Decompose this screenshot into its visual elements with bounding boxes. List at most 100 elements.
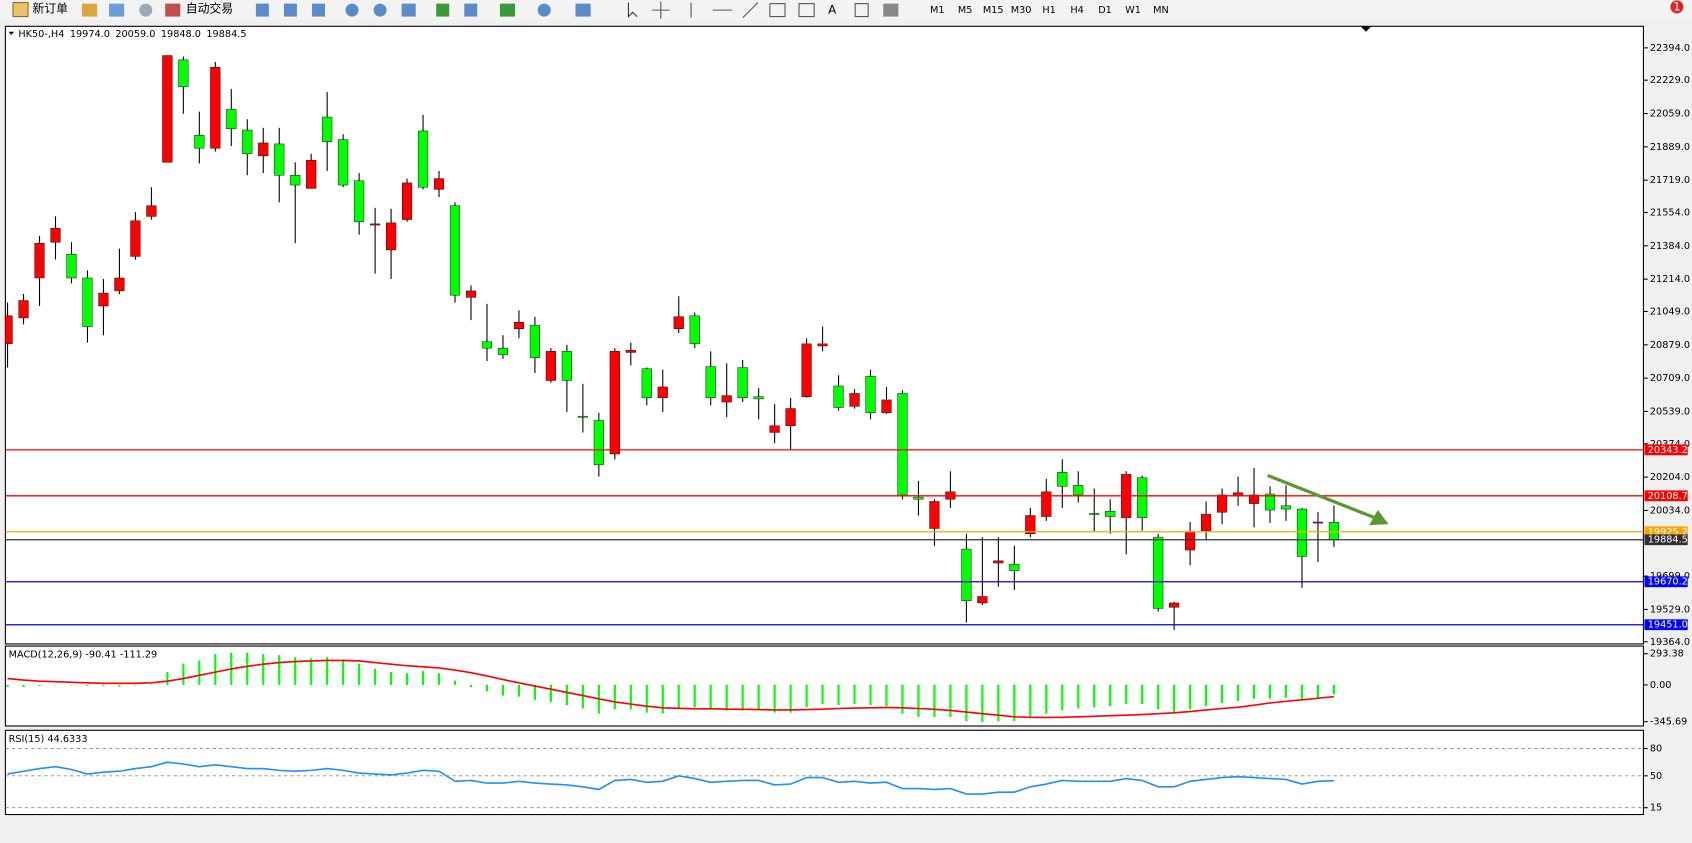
candle-body <box>929 501 940 529</box>
fibo-tool[interactable] <box>798 3 815 18</box>
ohlc-label: 19884.5 <box>206 29 246 40</box>
notification-count: 1 <box>1673 0 1681 13</box>
candle-body <box>481 341 493 349</box>
shapes-tool[interactable] <box>883 3 899 17</box>
icon[interactable] <box>436 3 450 17</box>
candle-body <box>737 367 748 398</box>
candle-body <box>130 220 141 257</box>
price-label: 20108.7 <box>1648 491 1688 502</box>
icon[interactable] <box>575 3 591 17</box>
icon[interactable] <box>312 3 326 17</box>
candle-body <box>417 130 429 188</box>
timeframe-button[interactable]: M30 <box>1011 5 1032 16</box>
icon[interactable] <box>12 2 29 18</box>
label-tool[interactable] <box>854 3 869 18</box>
trend-tool[interactable] <box>742 2 759 19</box>
candle-body <box>721 395 732 403</box>
timeframe-button[interactable]: M15 <box>983 5 1004 16</box>
timeframe-button[interactable]: MN <box>1153 5 1169 16</box>
toolbar-button[interactable]: 新订单 <box>32 2 68 16</box>
icon[interactable] <box>345 3 359 17</box>
ohlc-label: 19848.0 <box>161 29 201 40</box>
cursor-tool[interactable] <box>627 2 638 18</box>
candle-body <box>897 393 908 496</box>
candle-body <box>258 142 269 157</box>
chart-title: HK50-,H4 19974.0 20059.0 19848.0 19884.5 <box>18 29 246 40</box>
icon[interactable] <box>499 3 516 17</box>
candle-body <box>689 315 700 345</box>
candle-body <box>66 254 77 279</box>
icon[interactable] <box>537 3 551 17</box>
chart-panel: 80 50 15 RSI(15) 44.6333 <box>4 729 1662 816</box>
notification-badge[interactable] <box>1670 0 1684 14</box>
candle-body <box>1201 514 1212 531</box>
icon-group <box>255 3 591 17</box>
price-label: 20343.2 <box>1648 445 1688 456</box>
candle-body <box>545 351 556 381</box>
timeframe-button[interactable]: W1 <box>1125 5 1141 16</box>
y-tick-label: 19364.0 <box>1650 637 1690 648</box>
candle-body <box>370 223 381 226</box>
candle-body <box>849 393 860 407</box>
shift-marker <box>1360 26 1372 32</box>
candle-body <box>449 205 461 296</box>
plot-content: 20343.220108.719925.219884.519670.219451… <box>5 29 1688 631</box>
icon[interactable] <box>283 3 297 17</box>
y-tick-label: 80 <box>1650 744 1662 755</box>
chart-panel: 22394.0 22229.0 22059.0 21889.0 21719.0 21554… <box>4 25 1690 648</box>
icon[interactable] <box>139 3 153 17</box>
candle-body <box>5 315 13 345</box>
timeframe-button[interactable]: H1 <box>1042 5 1055 16</box>
timeframe-button[interactable]: M1 <box>930 5 945 16</box>
icon[interactable] <box>401 3 416 17</box>
plot-area <box>4 729 1644 816</box>
icon[interactable] <box>464 3 478 17</box>
timeframe-button[interactable]: H4 <box>1070 5 1083 16</box>
candle-body <box>1025 515 1036 534</box>
candle-body <box>1185 531 1196 551</box>
icon[interactable] <box>255 3 269 17</box>
candle-body <box>1041 491 1052 517</box>
icon[interactable] <box>82 3 98 17</box>
y-tick-label: 15 <box>1650 803 1662 814</box>
timeframe-button[interactable]: M5 <box>958 5 973 16</box>
candle-body <box>881 399 892 414</box>
y-tick-label: 293.38 <box>1650 649 1684 660</box>
candle-body <box>817 343 828 347</box>
candle-body <box>82 277 93 327</box>
y-tick-label: 50 <box>1650 771 1662 782</box>
price-label-bg <box>1644 444 1688 456</box>
timeframe-button[interactable]: D1 <box>1098 5 1112 16</box>
ohlc-label: 20059.0 <box>115 29 155 40</box>
candle-body <box>210 67 221 149</box>
candle-body <box>673 316 684 329</box>
signal-line <box>7 659 1335 719</box>
candle-body <box>769 425 780 433</box>
candle-body <box>1296 508 1308 557</box>
candle-body <box>1089 513 1100 515</box>
candle-body <box>1328 521 1340 540</box>
ohlc-label: 19974.0 <box>70 29 110 40</box>
candle-body <box>993 560 1004 564</box>
chart-panel: 293.38 0.00 -345.69 MACD(12,26,9) -90.41 -1… <box>4 645 1687 728</box>
trend-arrow-head <box>1369 510 1389 526</box>
channel-tool[interactable] <box>769 3 786 18</box>
toolbar-button[interactable]: 自动交易 <box>186 2 233 16</box>
icon[interactable] <box>109 3 125 17</box>
crosshair-tool[interactable] <box>652 1 670 19</box>
candle-body <box>593 420 604 465</box>
candle-body <box>433 178 445 190</box>
icon[interactable] <box>373 3 387 17</box>
candle-body <box>833 385 844 408</box>
candle-body <box>1073 485 1084 496</box>
icon[interactable] <box>165 3 181 17</box>
plot-content <box>6 653 1336 723</box>
text-tool[interactable]: A <box>828 3 837 17</box>
candle-body <box>785 408 796 426</box>
candle-body <box>529 325 540 358</box>
candle-body <box>322 116 333 142</box>
price-label-bg <box>1644 534 1688 546</box>
candle-body <box>657 386 668 398</box>
candle-body <box>1264 493 1276 511</box>
